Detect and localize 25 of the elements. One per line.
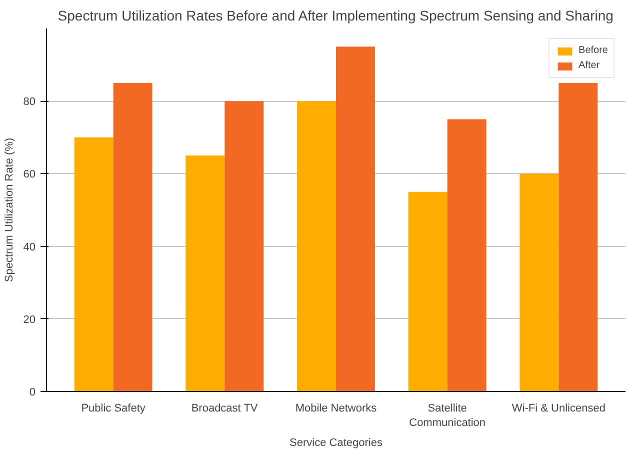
- y-tick-label: 20: [23, 314, 36, 326]
- chart-title: Spectrum Utilization Rates Before and After Implementing Spectrum Sensing and Sharing: [58, 8, 614, 24]
- bar: [297, 101, 336, 392]
- x-tick-label: Satellite Communication: [409, 402, 486, 429]
- x-tick-label: Public Safety: [81, 402, 146, 414]
- x-tick-label: Wi-Fi & Unlicensed: [512, 402, 606, 414]
- bar: [113, 82, 152, 392]
- legend-label: After: [578, 60, 600, 71]
- legend-label: Before: [578, 45, 608, 56]
- y-tick-label: 60: [23, 168, 36, 181]
- bar: [447, 119, 486, 392]
- bar: [558, 82, 598, 392]
- y-tick-label: 80: [23, 96, 36, 108]
- y-tick-label: 40: [23, 241, 36, 254]
- bar: [408, 192, 448, 392]
- x-tick-label: Broadcast TV: [191, 402, 258, 414]
- bar: [186, 156, 225, 392]
- x-tick-label: Mobile Networks: [295, 402, 378, 414]
- bar: [74, 137, 114, 392]
- x-axis-title: Service Categories: [290, 436, 383, 449]
- bar: [336, 46, 375, 392]
- y-axis-title: Spectrum Utilization Rate (%): [3, 138, 16, 282]
- y-tick-label: 0: [29, 386, 36, 398]
- bar: [520, 174, 559, 392]
- bar: [224, 101, 264, 392]
